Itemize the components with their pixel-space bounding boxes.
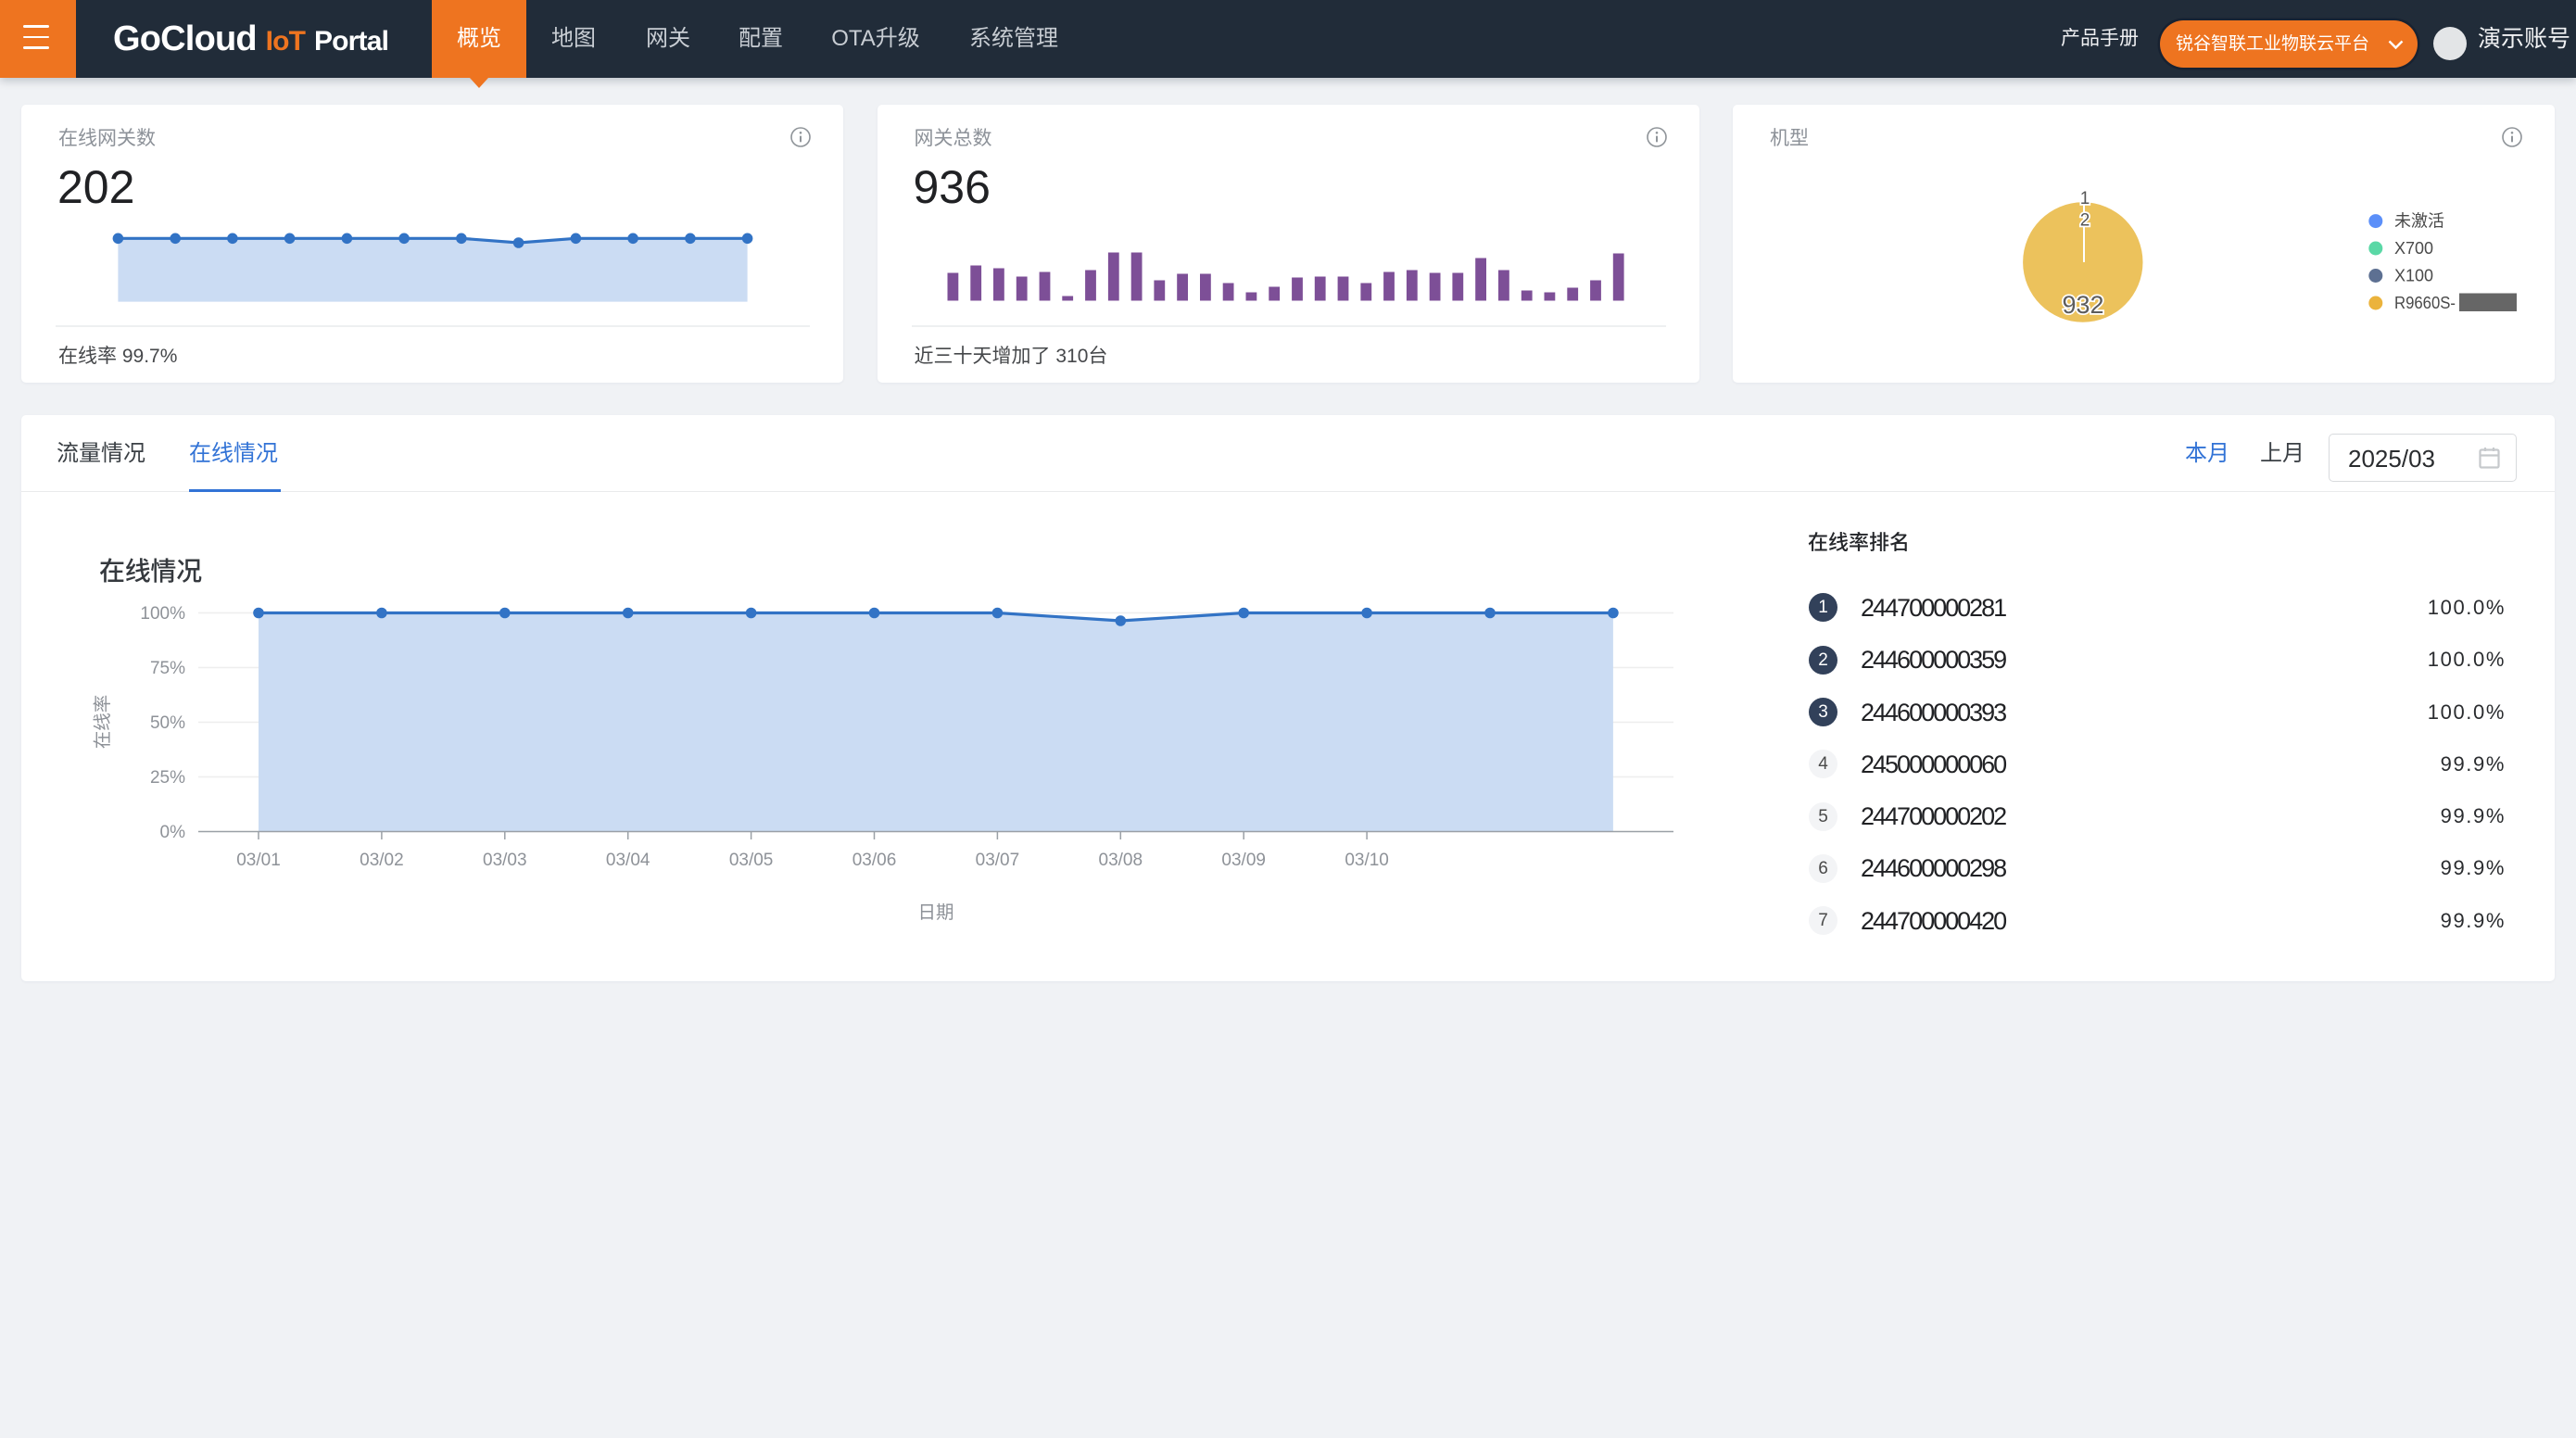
svg-text:X700: X700 <box>2394 239 2433 258</box>
svg-text:2: 2 <box>2080 211 2090 231</box>
svg-text:X100: X100 <box>2394 267 2433 285</box>
svg-text:R9660S-: R9660S- <box>2394 294 2456 312</box>
svg-text:1: 1 <box>2080 189 2090 208</box>
svg-text:未激活: 未激活 <box>2394 212 2444 231</box>
svg-text:932: 932 <box>2062 291 2103 319</box>
